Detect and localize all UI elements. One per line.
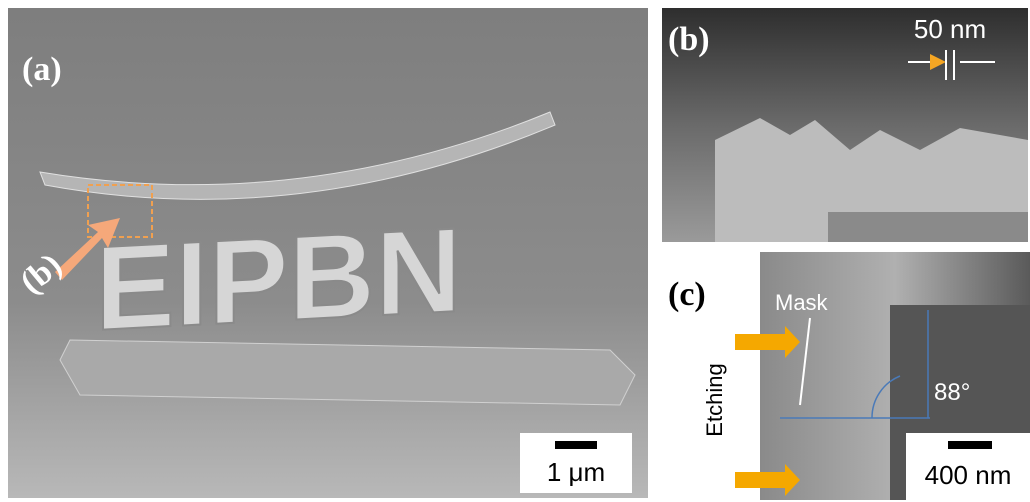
process-label: Etching (702, 363, 727, 436)
shadow (828, 212, 1028, 242)
structure-text: EIPBN (95, 203, 462, 356)
panel-label: (a) (22, 51, 62, 88)
angle-label: 88° (934, 379, 970, 406)
panel-label: (c) (668, 276, 706, 313)
page: EIPBN (b) (a) 1 μm (b) 50 nm (c) Etching… (0, 0, 1030, 502)
scale-bar-label: 1 μm (547, 457, 605, 487)
scale-bar (555, 441, 597, 449)
figure: EIPBN (b) (a) 1 μm (b) 50 nm (c) Etching… (0, 0, 1030, 502)
panel-a: EIPBN (b) (a) 1 μm (8, 8, 648, 498)
mask-label: Mask (775, 290, 829, 315)
scale-bar (948, 441, 992, 449)
panel-label: (b) (668, 21, 710, 58)
panel-b: (b) 50 nm (662, 8, 1028, 242)
scale-bar-label: 400 nm (925, 460, 1012, 490)
panel-c: (c) Etching Mask 88° 400 nm (668, 252, 1030, 500)
scale-label: 50 nm (914, 14, 986, 44)
